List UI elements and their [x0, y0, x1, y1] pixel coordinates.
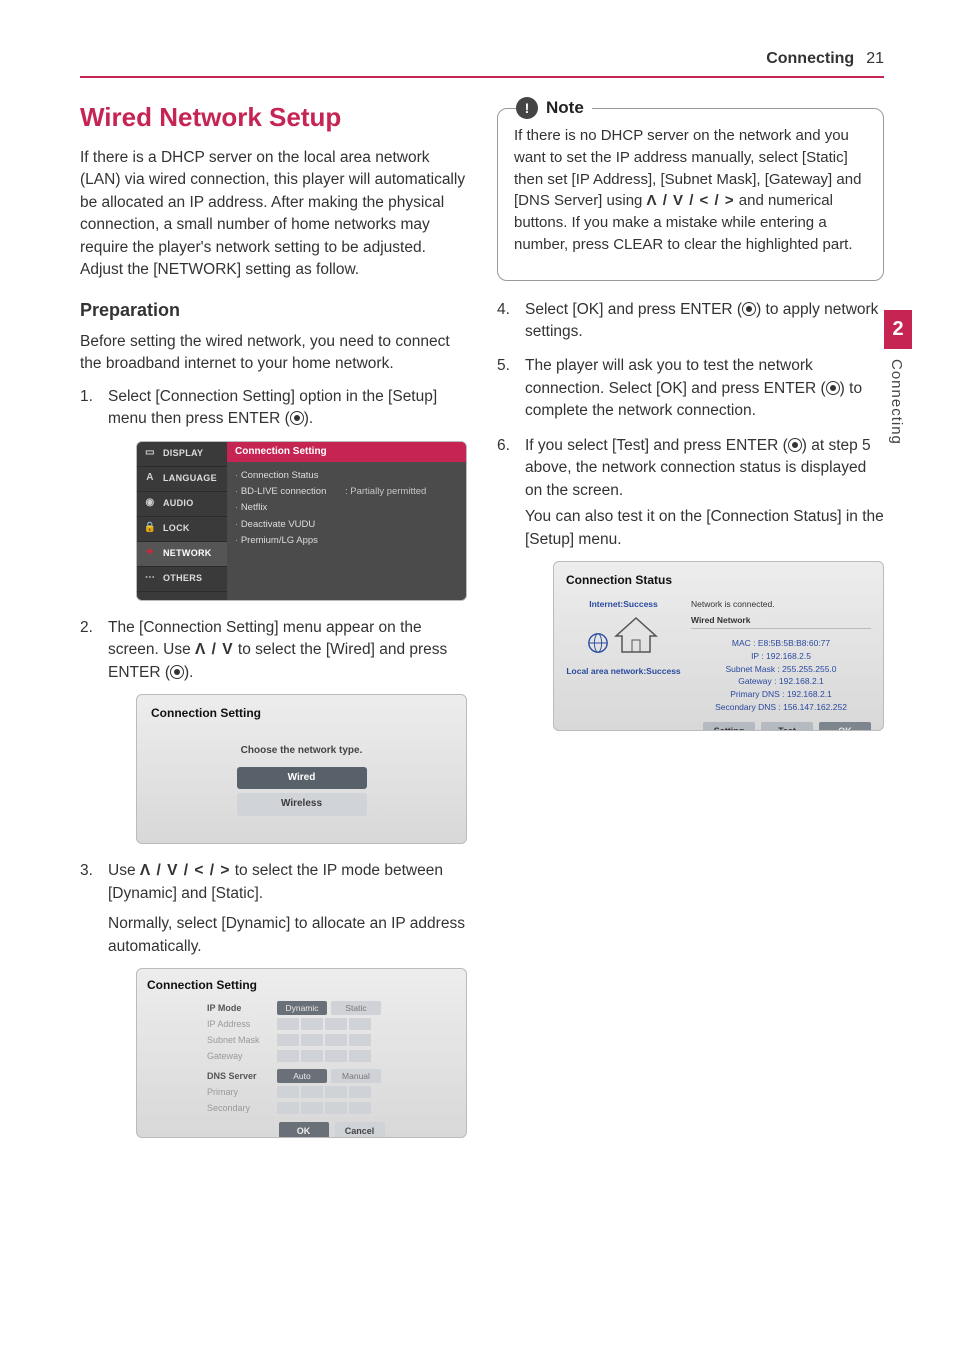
panel-row: Deactivate VUDU [235, 517, 458, 533]
steps-left: Select [Connection Setting] option in th… [80, 386, 467, 1138]
menu-panel: Connection Setting Connection Status BD-… [227, 442, 466, 600]
note-box: ! Note If there is no DHCP server on the… [497, 108, 884, 281]
row-primary: Primary [207, 1084, 456, 1100]
option-wired: Wired [237, 767, 367, 790]
enter-icon [290, 411, 304, 425]
panel-header: Connection Setting [227, 442, 466, 463]
screenshot-network-type: Connection Setting Choose the network ty… [136, 694, 467, 844]
screenshot-setup-menu: ▭DISPLAY ALANGUAGE ◉AUDIO 🔒LOCK ✦NETWORK… [136, 441, 467, 601]
menu-lock: 🔒LOCK [137, 517, 227, 542]
status-wired: Wired Network [691, 614, 871, 629]
option-wireless: Wireless [237, 793, 367, 816]
header-page-number: 21 [866, 50, 884, 68]
screenshot-connection-status: Connection Status Internet:Success Local… [553, 561, 884, 731]
panel-list: Connection Status BD-LIVE connection: Pa… [227, 462, 466, 555]
step-5: The player will ask you to test the netw… [497, 355, 884, 422]
shot3-buttons: OK Cancel [147, 1122, 456, 1138]
audio-icon: ◉ [143, 497, 157, 511]
globe-icon [587, 632, 609, 654]
panel-row: Premium/LG Apps [235, 533, 458, 549]
shot4-right: Network is connected. Wired Network MAC … [691, 598, 871, 714]
row-secondary: Secondary [207, 1100, 456, 1116]
ok-button: OK [819, 722, 871, 731]
network-icon: ✦ [143, 547, 157, 561]
row-gateway: Gateway [207, 1048, 456, 1064]
menu-others: ⋯OTHERS [137, 567, 227, 592]
nav-arrows: Ʌ / V [195, 641, 234, 658]
enter-icon [826, 381, 840, 395]
menu-audio: ◉AUDIO [137, 492, 227, 517]
house-icon [612, 616, 660, 656]
h1: Wired Network Setup [80, 102, 467, 133]
shot3-grid: IP ModeDynamicStatic IP Address Subnet M… [147, 1000, 456, 1116]
panel-row: Netflix [235, 500, 458, 516]
shot3-title: Connection Setting [147, 977, 456, 994]
enter-icon [788, 438, 802, 452]
note-label: Note [546, 98, 584, 118]
menu-sidebar: ▭DISPLAY ALANGUAGE ◉AUDIO 🔒LOCK ✦NETWORK… [137, 442, 227, 600]
shot4-title: Connection Status [566, 572, 871, 589]
shot4-buttons: Setting Test OK [566, 722, 871, 731]
left-column: Wired Network Setup If there is a DHCP s… [80, 102, 467, 1154]
step-3-note: Normally, select [Dynamic] to allocate a… [108, 913, 467, 958]
side-tab-label: Connecting [884, 349, 909, 445]
status-connected: Network is connected. [691, 598, 871, 610]
nav-arrows: Ʌ / V / < / > [647, 192, 735, 209]
cancel-button: Cancel [335, 1122, 385, 1138]
menu-display: ▭DISPLAY [137, 442, 227, 467]
panel-row: Connection Status [235, 468, 458, 484]
screenshot-ip-mode: Connection Setting IP ModeDynamicStatic … [136, 968, 467, 1138]
intro: If there is a DHCP server on the local a… [80, 147, 467, 282]
shot2-title: Connection Setting [151, 705, 452, 722]
page-header: Connecting 21 [80, 50, 884, 78]
step-3: Use Ʌ / V / < / > to select the IP mode … [80, 860, 467, 1138]
test-button: Test [761, 722, 813, 731]
page: Connecting 21 Wired Network Setup If the… [0, 0, 954, 1204]
note-text: If there is no DHCP server on the networ… [514, 125, 867, 256]
prep-text: Before setting the wired network, you ne… [80, 331, 467, 376]
side-tab-number: 2 [884, 310, 912, 349]
note-tab: ! Note [516, 97, 592, 119]
row-ipmode: IP ModeDynamicStatic [207, 1000, 456, 1016]
status-details: MAC : E8:5B:5B:B8:60:77 IP : 192.168.2.5… [691, 637, 871, 714]
row-ipaddress: IP Address [207, 1016, 456, 1032]
others-icon: ⋯ [143, 572, 157, 586]
shot4-body: Internet:Success Local area network:Succ… [566, 598, 871, 714]
display-icon: ▭ [143, 447, 157, 461]
row-dnsserver: DNS ServerAutoManual [207, 1068, 456, 1084]
side-tab: 2 Connecting [884, 310, 912, 445]
status-lan: Local area network:Success [566, 665, 681, 677]
setting-button: Setting [703, 722, 755, 731]
step-4: Select [OK] and press ENTER () to apply … [497, 299, 884, 344]
language-icon: A [143, 472, 157, 486]
note-icon: ! [516, 97, 538, 119]
panel-row: BD-LIVE connection: Partially permitted [235, 484, 458, 500]
step-2: The [Connection Setting] menu appear on … [80, 617, 467, 844]
right-column: ! Note If there is no DHCP server on the… [497, 102, 884, 1154]
columns: Wired Network Setup If there is a DHCP s… [80, 102, 884, 1154]
header-section: Connecting [766, 50, 854, 68]
h2-preparation: Preparation [80, 300, 467, 321]
shot2-hint: Choose the network type. [151, 744, 452, 759]
step-6-note: You can also test it on the [Connection … [525, 506, 884, 551]
nav-arrows: Ʌ / V / < / > [140, 862, 231, 879]
lock-icon: 🔒 [143, 522, 157, 536]
enter-icon [742, 302, 756, 316]
enter-icon [170, 665, 184, 679]
status-internet: Internet:Success [566, 598, 681, 610]
ok-button: OK [279, 1122, 329, 1138]
menu-language: ALANGUAGE [137, 467, 227, 492]
shot4-left: Internet:Success Local area network:Succ… [566, 598, 681, 714]
step-6: If you select [Test] and press ENTER () … [497, 435, 884, 731]
step-1: Select [Connection Setting] option in th… [80, 386, 467, 601]
menu-network: ✦NETWORK [137, 542, 227, 567]
steps-right: Select [OK] and press ENTER () to apply … [497, 299, 884, 732]
row-subnet: Subnet Mask [207, 1032, 456, 1048]
